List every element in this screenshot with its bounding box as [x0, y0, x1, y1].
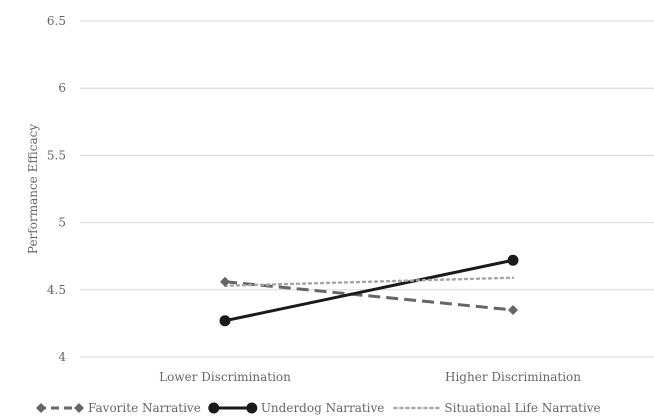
favorite-narrative-line — [224, 280, 514, 312]
situational-life-narrative-legend-label: Situational Life Narrative — [444, 401, 600, 415]
favorite-narrative-legend-label: Favorite Narrative — [88, 401, 201, 415]
favorite-narrative-legend-marker — [36, 403, 46, 413]
favorite-narrative-point — [508, 304, 518, 315]
favorite-narrative-point — [220, 276, 230, 287]
x-axis-ticks: Lower Discrimination Higher Discriminatio… — [159, 370, 581, 384]
series-markers — [219, 254, 519, 327]
y-axis-ticks: 4 4.5 5 5.5 6 6.5 — [47, 14, 66, 364]
y-tick-label: 6 — [58, 81, 66, 95]
legend: Favorite Narrative Underdog Narrative Situ… — [36, 401, 601, 415]
underdog-narrative-point — [507, 254, 519, 266]
underdog-narrative-legend-marker — [246, 402, 258, 414]
gridlines — [80, 20, 654, 358]
favorite-narrative-legend-marker — [74, 403, 84, 413]
x-tick-label: Lower Discrimination — [159, 370, 291, 384]
underdog-narrative-legend-marker — [208, 402, 220, 414]
y-tick-label: 4.5 — [47, 283, 66, 297]
underdog-narrative-legend-label: Underdog Narrative — [261, 401, 385, 415]
y-tick-label: 4 — [58, 350, 66, 364]
y-tick-label: 6.5 — [47, 14, 66, 28]
y-tick-label: 5.5 — [47, 148, 66, 162]
x-tick-label: Higher Discrimination — [445, 370, 581, 384]
underdog-narrative-line — [224, 258, 514, 323]
y-axis-title: Performance Efficacy — [26, 124, 40, 254]
series-lines — [223, 258, 515, 323]
underdog-narrative-point — [219, 315, 231, 327]
situational-life-narrative-line — [223, 276, 515, 288]
y-tick-label: 5 — [58, 216, 66, 230]
